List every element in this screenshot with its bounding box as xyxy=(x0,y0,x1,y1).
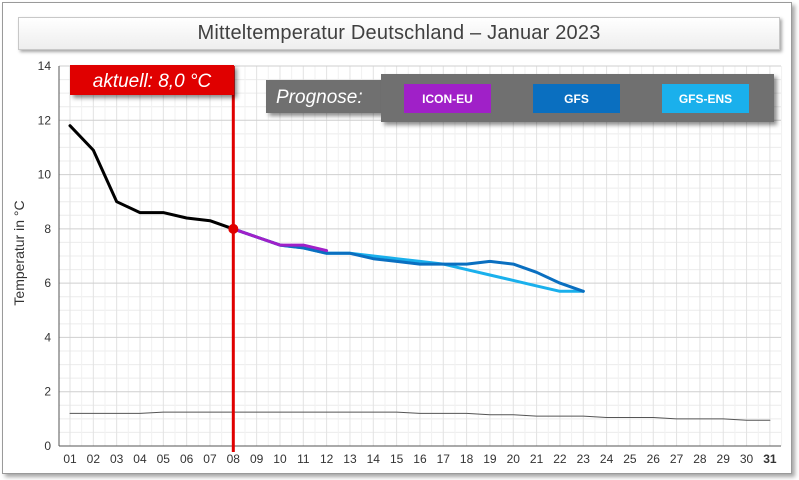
y-axis-label: Temperatur in °C xyxy=(11,200,27,305)
y-tick-label: 12 xyxy=(38,113,52,127)
x-tick-label: 28 xyxy=(693,452,707,466)
legend-swatch-gfs-ens xyxy=(662,84,749,113)
x-tick-label: 07 xyxy=(203,452,217,466)
x-tick-label: 27 xyxy=(670,452,684,466)
x-tick-label: 06 xyxy=(180,452,194,466)
x-tick-label: 01 xyxy=(63,452,77,466)
series-line-reference xyxy=(69,411,771,421)
y-tick-label: 4 xyxy=(44,330,51,344)
current-value-box xyxy=(70,65,234,95)
y-tick-label: 10 xyxy=(38,168,52,182)
series-line-icon-eu xyxy=(231,227,329,253)
x-tick-label: 09 xyxy=(250,452,264,466)
series-line-observed xyxy=(68,124,235,231)
legend-label-icon-eu: ICON-EU xyxy=(422,92,473,106)
y-tick-labels: 0 2 4 6 8 10 12 14 xyxy=(38,59,52,453)
chart-title: Mitteltemperatur Deutschland – Januar 20… xyxy=(18,17,780,50)
legend-label-gfs: GFS xyxy=(564,92,589,106)
y-tick-label: 2 xyxy=(44,385,51,399)
x-tick-label: 13 xyxy=(343,452,357,466)
legend-label-gfs-ens: GFS-ENS xyxy=(679,92,732,106)
current-value-label: aktuell: 8,0 °C xyxy=(93,71,212,92)
x-tick-label: 12 xyxy=(320,452,334,466)
x-tick-label: 23 xyxy=(577,452,591,466)
x-tick-label: 21 xyxy=(530,452,544,466)
x-tick-label: 20 xyxy=(507,452,521,466)
grid-minor xyxy=(59,66,783,446)
x-tick-label: 03 xyxy=(110,452,124,466)
x-tick-label: 31 xyxy=(763,452,777,466)
y-tick-label: 8 xyxy=(44,222,51,236)
x-tick-label: 30 xyxy=(740,452,754,466)
x-tick-label: 15 xyxy=(390,452,404,466)
x-tick-label: 22 xyxy=(553,452,567,466)
y-tick-label: 6 xyxy=(44,276,51,290)
series-layer xyxy=(68,124,771,421)
legend-items: ICON-EU GFS GFS-ENS xyxy=(404,84,749,113)
x-tick-label: 19 xyxy=(483,452,497,466)
x-tick-labels: 01 02 03 04 05 06 07 08 09 10 11 12 13 14 15 16 17 18 19 20… xyxy=(63,452,777,466)
legend-swatch-gfs xyxy=(533,84,620,113)
forecast-legend-tab xyxy=(266,80,386,113)
x-tick-label: 11 xyxy=(297,452,310,466)
legend-swatch-icon-eu xyxy=(404,84,491,113)
x-tick-label: 24 xyxy=(600,452,614,466)
x-tick-label: 08 xyxy=(227,452,241,466)
x-tick-label: 02 xyxy=(87,452,101,466)
x-tick-label: 26 xyxy=(647,452,661,466)
current-value-marker xyxy=(228,223,239,234)
x-tick-label: 25 xyxy=(623,452,637,466)
x-tick-label: 17 xyxy=(437,452,451,466)
x-tick-label: 18 xyxy=(460,452,474,466)
x-tick-label: 05 xyxy=(157,452,171,466)
x-tick-label: 14 xyxy=(367,452,381,466)
forecast-legend-label: Prognose: xyxy=(276,87,363,108)
x-tick-label: 10 xyxy=(273,452,287,466)
y-tick-label: 0 xyxy=(44,439,51,453)
x-tick-label: 29 xyxy=(717,452,731,466)
y-tick-label: 14 xyxy=(38,59,52,73)
x-tick-label: 04 xyxy=(133,452,147,466)
x-tick-label: 16 xyxy=(413,452,427,466)
